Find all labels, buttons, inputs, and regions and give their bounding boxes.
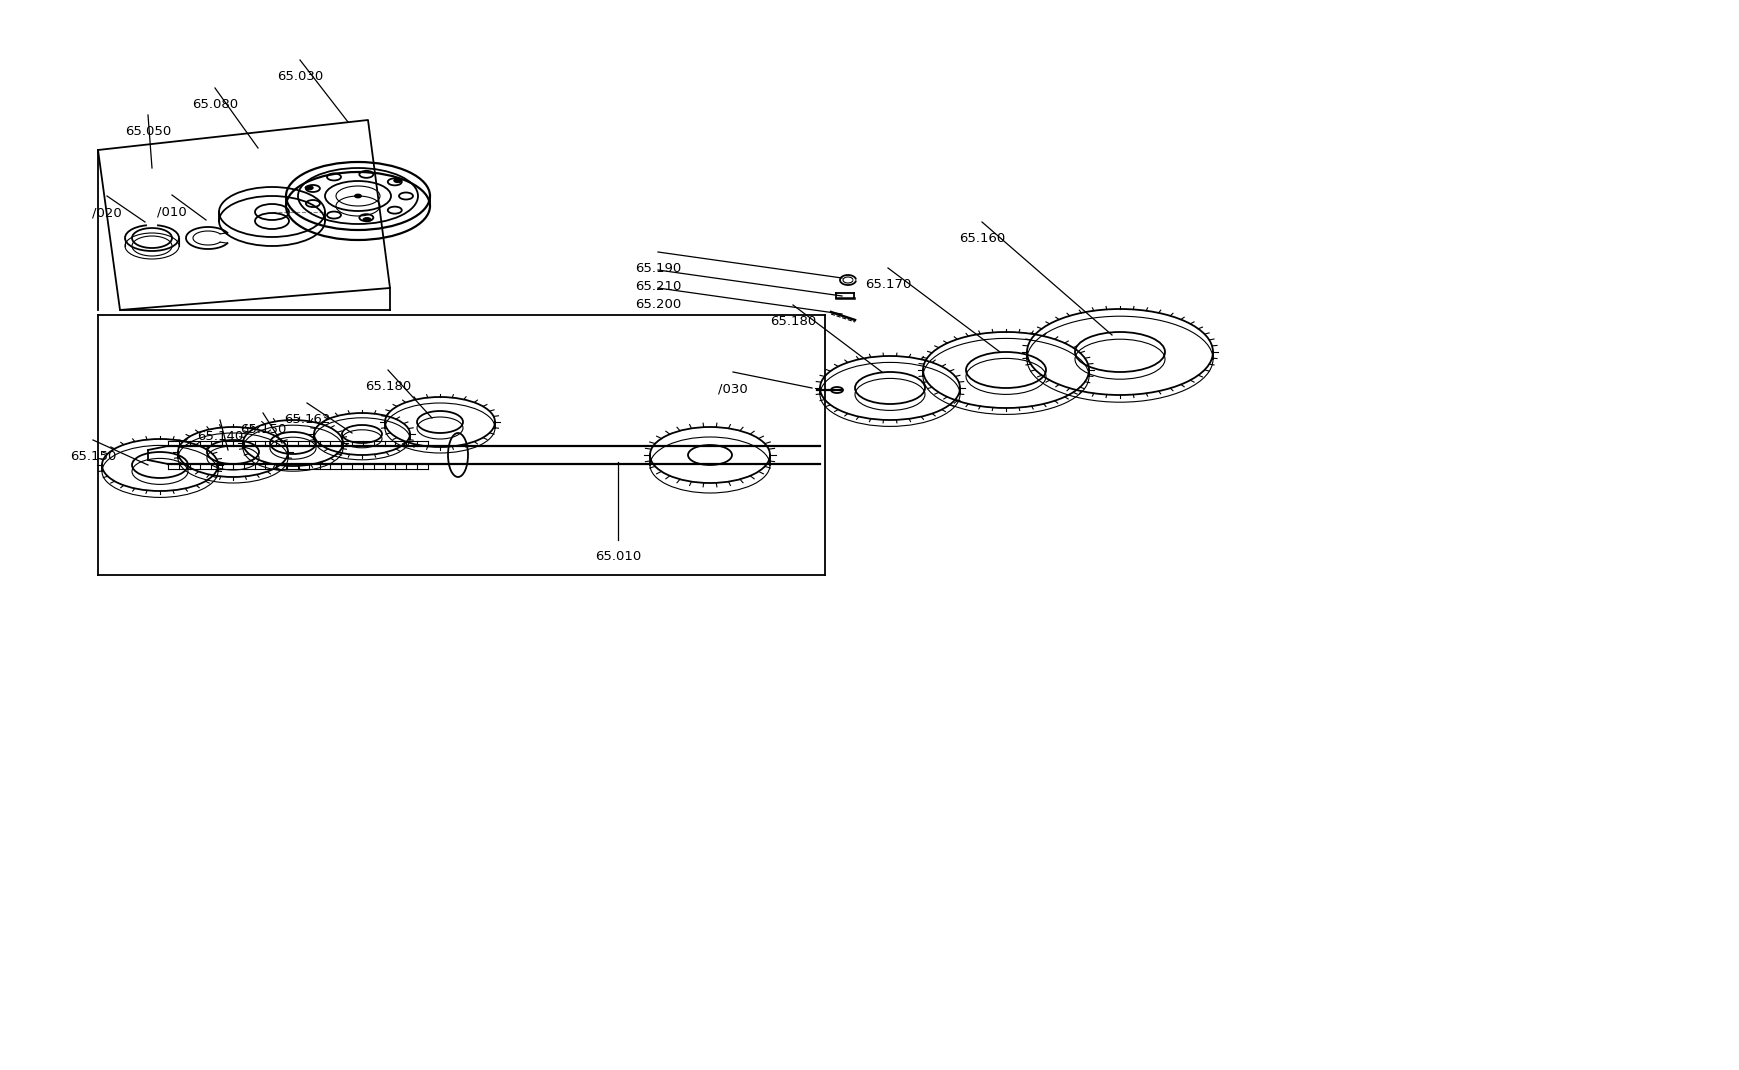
- Text: 65.150: 65.150: [70, 450, 117, 463]
- Text: 65.030: 65.030: [277, 70, 323, 83]
- Text: 65.162: 65.162: [283, 413, 330, 426]
- Ellipse shape: [304, 186, 313, 189]
- Text: 65.210: 65.210: [635, 280, 680, 293]
- Text: /030: /030: [718, 382, 748, 395]
- Text: 65.010: 65.010: [595, 550, 640, 563]
- Text: 65.180: 65.180: [365, 380, 410, 393]
- Text: 65.170: 65.170: [864, 278, 911, 291]
- Text: 65.160: 65.160: [958, 232, 1005, 245]
- Text: /020: /020: [92, 207, 122, 219]
- Text: 65.140: 65.140: [197, 430, 243, 443]
- Text: 65.190: 65.190: [635, 262, 680, 275]
- Text: 65.080: 65.080: [191, 98, 238, 111]
- Text: 65.200: 65.200: [635, 299, 680, 311]
- Text: /010: /010: [157, 205, 186, 218]
- Text: 65.150: 65.150: [240, 423, 285, 435]
- Text: 65.050: 65.050: [125, 125, 170, 138]
- Ellipse shape: [393, 179, 402, 183]
- Ellipse shape: [355, 195, 360, 198]
- Text: 65.180: 65.180: [769, 315, 816, 328]
- Ellipse shape: [363, 217, 370, 221]
